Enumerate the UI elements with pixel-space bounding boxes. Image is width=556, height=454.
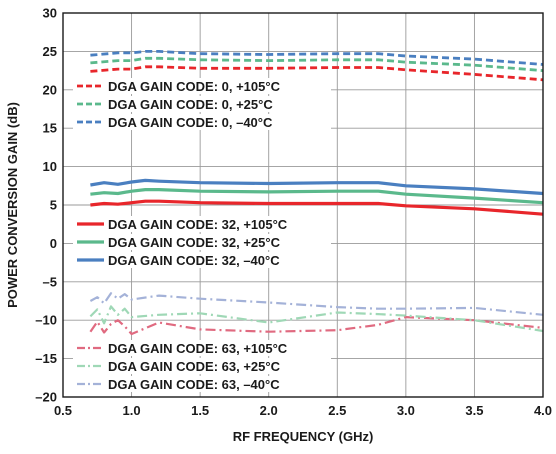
y-tick-label: 10 xyxy=(43,159,57,174)
plot-frame xyxy=(62,12,544,398)
legend-label: DGA GAIN CODE: 63, +105°C xyxy=(108,341,288,356)
series-line-dga-gain-code-0-105-c xyxy=(90,65,544,82)
legend-entry-background xyxy=(73,78,331,94)
x-tick-label: 0.5 xyxy=(54,403,72,418)
y-tick-label: –5 xyxy=(43,274,57,289)
x-tick-label: 1.0 xyxy=(123,403,141,418)
y-tick-label: –10 xyxy=(35,313,57,328)
legend-label: DGA GAIN CODE: 63, –40°C xyxy=(108,377,280,392)
series-line-dga-gain-code-63-105-c xyxy=(89,316,544,336)
legend-entry-background xyxy=(73,234,331,250)
y-tick-label: 5 xyxy=(50,198,57,213)
series-line-dga-gain-code-63-25-c xyxy=(89,305,544,333)
legend-entry-background xyxy=(73,114,331,130)
x-tick-label: 2.5 xyxy=(328,403,346,418)
y-tick-label: 0 xyxy=(50,236,57,251)
y-tick-label: 20 xyxy=(43,82,57,97)
legend: DGA GAIN CODE: 0, +105°C DGA GAIN CODE: 0… xyxy=(73,78,331,392)
legend-label: DGA GAIN CODE: 32, +105°C xyxy=(108,217,288,232)
legend-entry-background xyxy=(73,216,331,232)
series-line-dga-gain-code-32-25-c xyxy=(90,188,544,205)
series-line-dga-gain-code-32-105-c xyxy=(90,199,544,216)
x-tick-labels: 0.5 1.0 1.5 2.0 2.5 3.0 3.5 4.0 xyxy=(54,403,552,418)
legend-entry-background xyxy=(73,376,331,392)
y-tick-label: –15 xyxy=(35,351,57,366)
x-tick-label: 3.5 xyxy=(465,403,483,418)
y-tick-labels: –20 –15 –10 –5 0 5 10 15 20 25 30 xyxy=(35,6,57,405)
series-line-dga-gain-code-32-40-c xyxy=(90,178,544,196)
legend-label: DGA GAIN CODE: 0, +25°C xyxy=(108,97,273,112)
series-line-dga-gain-code-0-40-c xyxy=(90,50,544,66)
legend-label: DGA GAIN CODE: 0, +105°C xyxy=(108,79,281,94)
series-line-dga-gain-code-0-25-c xyxy=(90,56,544,72)
legend-label: DGA GAIN CODE: 63, +25°C xyxy=(108,359,281,374)
series-lines xyxy=(89,50,544,336)
x-tick-label: 3.0 xyxy=(397,403,415,418)
legend-label: DGA GAIN CODE: 0, –40°C xyxy=(108,115,273,130)
legend-entry-background xyxy=(73,358,331,374)
legend-entry-background xyxy=(73,252,331,268)
y-tick-label: 15 xyxy=(43,121,57,136)
series-line-dga-gain-code-63-40-c xyxy=(89,292,544,316)
y-tick-label: 25 xyxy=(43,44,57,59)
x-tick-label: 2.0 xyxy=(260,403,278,418)
x-axis-title: RF FREQUENCY (GHz) xyxy=(233,429,374,444)
legend-label: DGA GAIN CODE: 32, –40°C xyxy=(108,253,280,268)
y-tick-label: –20 xyxy=(35,390,57,405)
x-tick-label: 4.0 xyxy=(534,403,552,418)
y-tick-label: 30 xyxy=(43,6,57,21)
legend-entry-background xyxy=(73,96,331,112)
legend-entry-background xyxy=(73,340,331,356)
x-tick-label: 1.5 xyxy=(191,403,209,418)
legend-label: DGA GAIN CODE: 32, +25°C xyxy=(108,235,281,250)
y-axis-title: POWER CONVERSION GAIN (dB) xyxy=(5,102,20,308)
